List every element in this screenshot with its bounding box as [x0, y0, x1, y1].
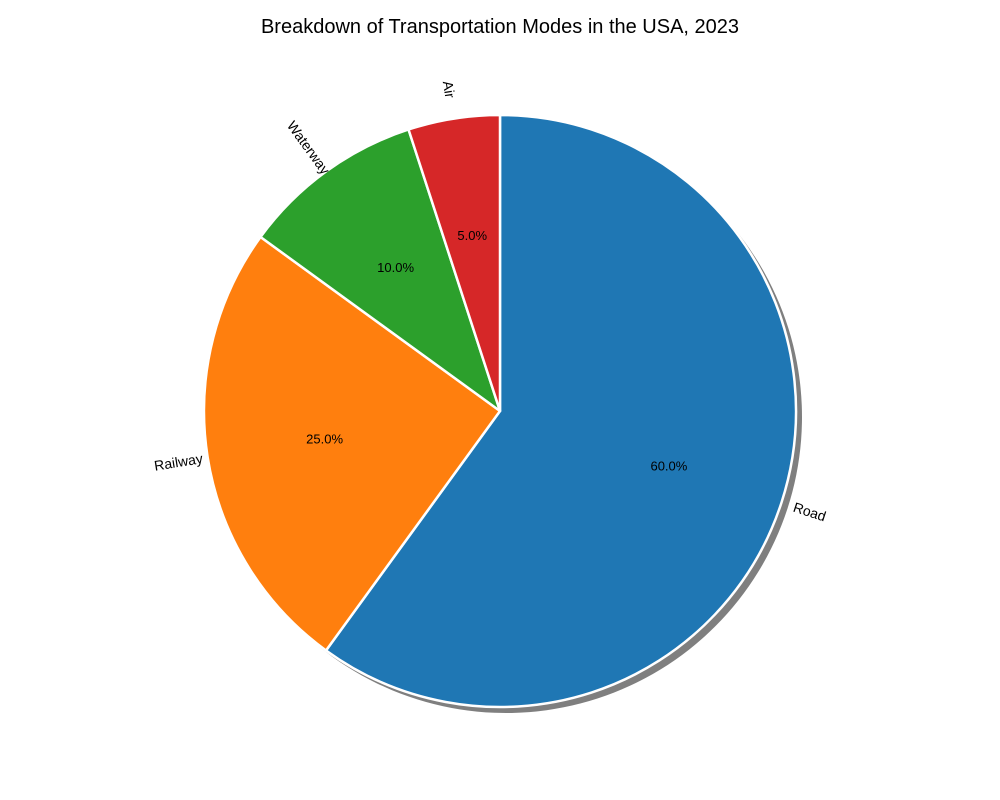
- percent-label-railway: 25.0%: [306, 431, 343, 446]
- slice-road: [324, 113, 798, 709]
- percent-label-waterway: 10.0%: [377, 260, 414, 275]
- pie-slices: [202, 113, 798, 709]
- category-label-air: Air: [440, 80, 459, 100]
- category-label-railway: Railway: [153, 450, 204, 473]
- percent-label-air: 5.0%: [457, 228, 487, 243]
- percent-label-road: 60.0%: [650, 458, 687, 473]
- slice-air: [407, 113, 502, 413]
- slice-waterway: [259, 128, 502, 413]
- category-label-road: Road: [791, 499, 828, 525]
- chart-title: Breakdown of Transportation Modes in the…: [261, 16, 739, 38]
- category-label-waterway: Waterway: [284, 118, 333, 177]
- slice-railway: [202, 235, 502, 652]
